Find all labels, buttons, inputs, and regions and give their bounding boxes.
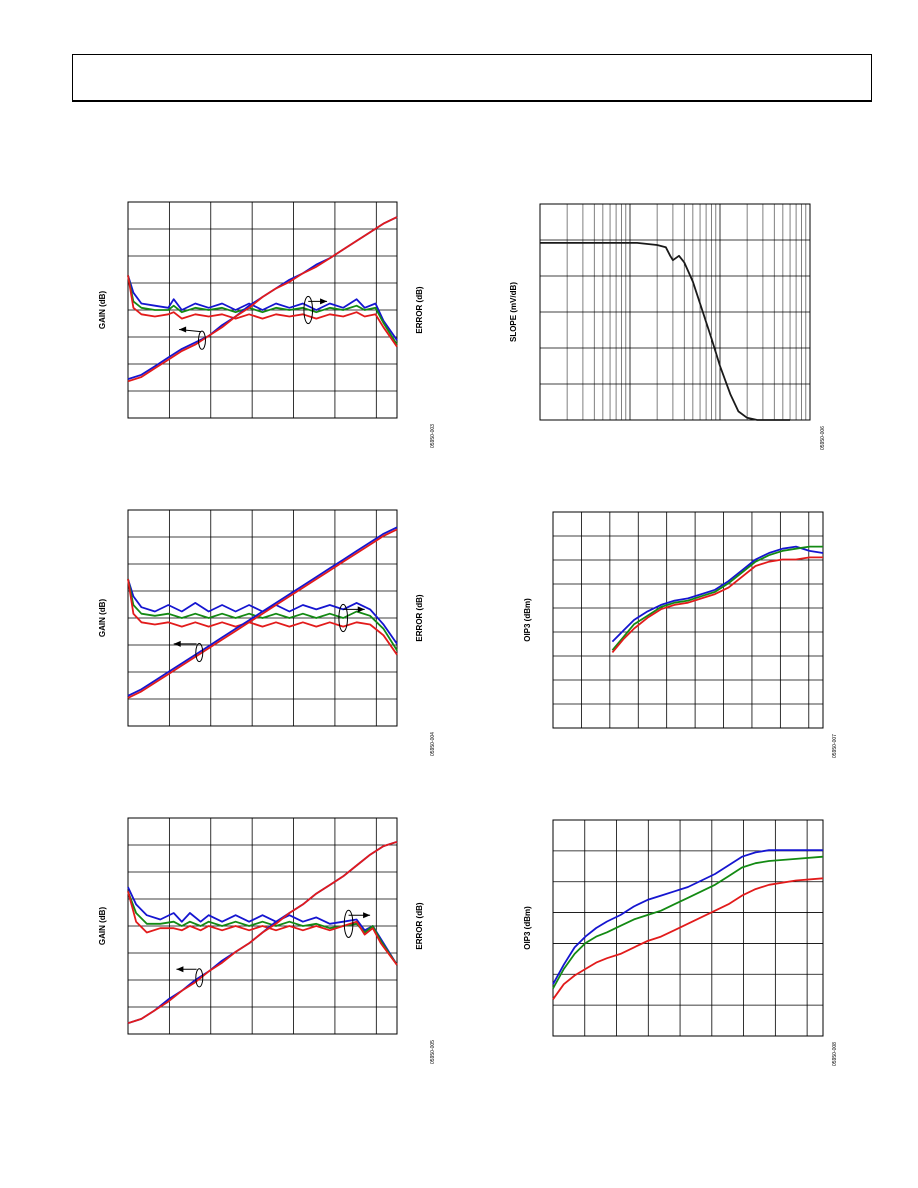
- chart-slope: SLOPE (mV/dB) 05950-006: [509, 203, 826, 450]
- series-line-green: [611, 545, 823, 651]
- annotation-arrow-head: [363, 912, 371, 919]
- annotation-arrow-head: [357, 606, 365, 613]
- annotation-arrow-head: [176, 966, 184, 973]
- y-axis-label-right: ERROR (dB): [415, 902, 424, 949]
- page-header-box: [72, 54, 872, 102]
- series-line-blue: [552, 849, 823, 985]
- y-axis-label: SLOPE (mV/dB): [509, 282, 518, 342]
- figure-id: 05950-008: [832, 1042, 838, 1066]
- y-axis-label-right: ERROR (dB): [415, 286, 424, 333]
- series-line-blue: [127, 275, 398, 341]
- series-line-red: [127, 275, 398, 348]
- chart-oip3-2: OIP3 (dBm) 05950-008: [523, 819, 838, 1066]
- series-line-red: [127, 578, 398, 656]
- annotation-ellipse: [303, 295, 314, 325]
- series-line-blue: [127, 886, 398, 966]
- series-line-blue: [127, 578, 398, 645]
- figure-id: 05950-006: [820, 426, 826, 450]
- annotation-ellipse: [195, 968, 204, 988]
- series-line-red: [127, 528, 398, 699]
- series-line-green: [127, 275, 398, 346]
- y-axis-label: GAIN (dB): [98, 599, 107, 638]
- series-line-red: [552, 877, 824, 1000]
- annotation-arrow-head: [173, 640, 181, 647]
- figure-id: 05950-004: [430, 732, 436, 756]
- chart-gain-error-3: GAIN (dB) ERROR (dB) 05950-005: [98, 817, 436, 1064]
- series-line-red: [127, 216, 398, 383]
- y-axis-label: OIP3 (dBm): [523, 598, 532, 642]
- y-axis-label: OIP3 (dBm): [523, 906, 532, 950]
- chart-oip3-1: OIP3 (dBm) 05950-007: [523, 511, 838, 758]
- plot-frame: [552, 511, 824, 729]
- annotation-ellipse: [343, 909, 354, 938]
- series-line-black: [540, 242, 790, 421]
- chart-gain-error-1: GAIN (dB) ERROR (dB) 05950-003: [98, 201, 436, 448]
- series-line-red: [611, 556, 823, 653]
- annotation-arrow-head: [179, 326, 187, 333]
- annotation-ellipse: [197, 330, 206, 350]
- annotation-ellipse: [195, 642, 204, 663]
- figure-id: 05950-003: [430, 424, 436, 448]
- figure-id: 05950-005: [430, 1040, 436, 1064]
- y-axis-label: GAIN (dB): [98, 291, 107, 330]
- series-line-red: [127, 891, 398, 966]
- figure-id: 05950-007: [832, 734, 838, 758]
- series-line-blue: [127, 526, 398, 697]
- series-line-green: [552, 855, 824, 989]
- series-line-blue: [611, 545, 824, 643]
- annotation-ellipse: [338, 603, 349, 633]
- plot-frame: [552, 819, 824, 1037]
- y-axis-label: GAIN (dB): [98, 907, 107, 946]
- chart-gain-error-2: GAIN (dB) ERROR (dB) 05950-004: [98, 509, 436, 756]
- series-line-red: [127, 840, 398, 1025]
- y-axis-label-right: ERROR (dB): [415, 594, 424, 641]
- annotation-arrow-head: [320, 298, 328, 305]
